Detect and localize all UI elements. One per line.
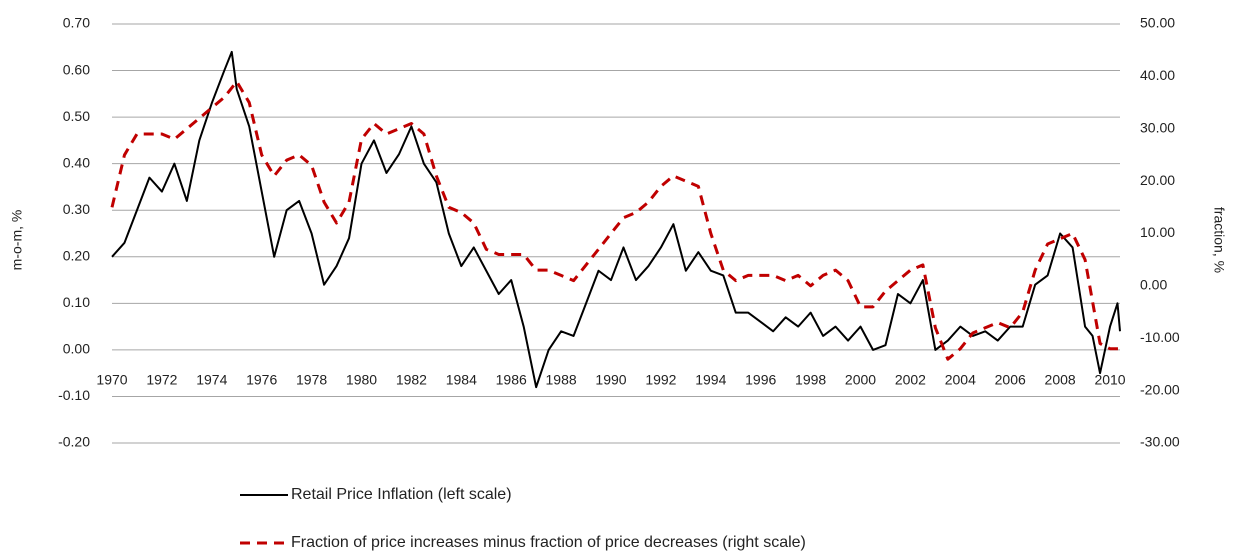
y-tick-label: 0.10 — [63, 294, 90, 310]
y2-tick-label: -30.00 — [1140, 434, 1180, 450]
x-tick-label: 1984 — [446, 372, 477, 388]
y2-tick-label: 10.00 — [1140, 224, 1175, 240]
y-tick-label: 0.20 — [63, 247, 90, 263]
x-tick-label: 1986 — [496, 372, 527, 388]
x-tick-label: 2008 — [1045, 372, 1076, 388]
y2-tick-label: -10.00 — [1140, 329, 1180, 345]
x-tick-label: 1988 — [546, 372, 577, 388]
x-tick-label: 1976 — [246, 372, 277, 388]
x-tick-label: 1980 — [346, 372, 377, 388]
x-tick-label: 1978 — [296, 372, 327, 388]
y-tick-label: 0.70 — [63, 15, 90, 31]
x-tick-label: 1994 — [695, 372, 726, 388]
y-axis-title: m-o-m, % — [9, 210, 25, 271]
x-tick-label: 1998 — [795, 372, 826, 388]
y-tick-label: 0.50 — [63, 108, 90, 124]
legend-label: Retail Price Inflation (left scale) — [291, 486, 512, 503]
y-tick-label: 0.60 — [63, 61, 90, 77]
series-line — [110, 80, 1120, 361]
x-tick-label: 2002 — [895, 372, 926, 388]
y2-tick-label: 50.00 — [1140, 15, 1175, 31]
x-tick-label: 1970 — [96, 372, 127, 388]
y2-tick-label: 20.00 — [1140, 172, 1175, 188]
y2-tick-label: 40.00 — [1140, 67, 1175, 83]
x-tick-label: 2010 — [1094, 372, 1125, 388]
y-tick-label: -0.10 — [58, 387, 90, 403]
series-line — [111, 50, 1121, 389]
y2-tick-label: 30.00 — [1140, 119, 1175, 135]
x-tick-label: 1982 — [396, 372, 427, 388]
x-tick-label: 1996 — [745, 372, 776, 388]
y-tick-label: 0.00 — [63, 341, 90, 357]
y-tick-label: 0.30 — [63, 201, 90, 217]
x-tick-label: 1974 — [196, 372, 227, 388]
legend-label: Fraction of price increases minus fracti… — [291, 534, 806, 551]
x-tick-label: 2004 — [945, 372, 976, 388]
y-tick-label: -0.20 — [58, 434, 90, 450]
y2-tick-label: -20.00 — [1140, 381, 1180, 397]
x-tick-label: 2006 — [995, 372, 1026, 388]
y2-tick-label: 0.00 — [1140, 277, 1167, 293]
y-tick-label: 0.40 — [63, 154, 90, 170]
y2-axis-title: fraction, % — [1211, 207, 1227, 273]
x-tick-label: 1992 — [645, 372, 676, 388]
x-tick-label: 1972 — [146, 372, 177, 388]
x-tick-label: 1990 — [595, 372, 626, 388]
x-tick-label: 2000 — [845, 372, 876, 388]
